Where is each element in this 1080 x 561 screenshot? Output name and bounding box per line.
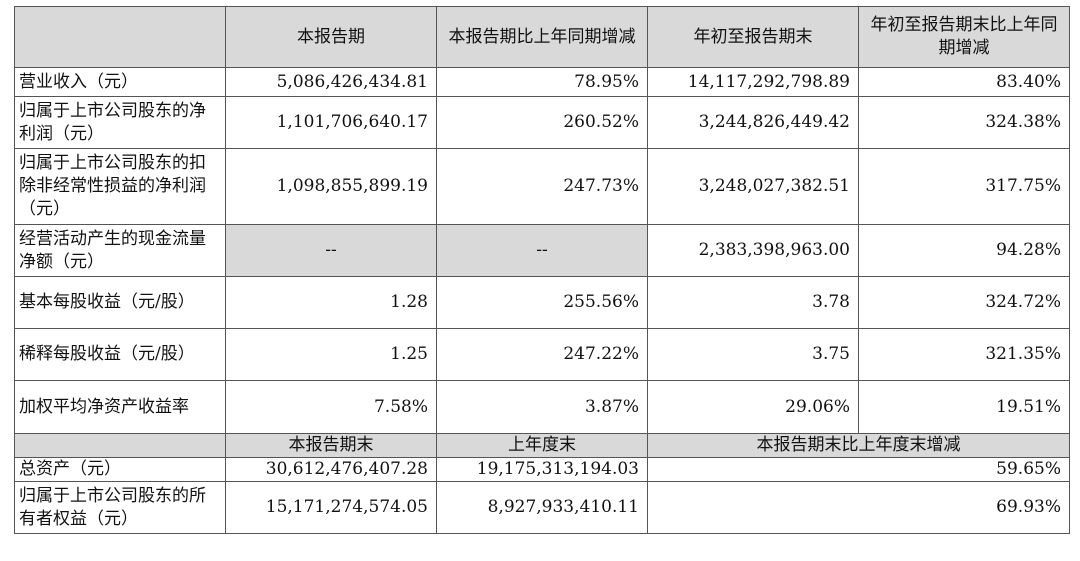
header-current-period: 本报告期 bbox=[225, 6, 437, 68]
cell-value: 14,117,292,798.89 bbox=[647, 67, 859, 97]
cell-value: -- bbox=[225, 224, 437, 277]
cell-value: 30,612,476,407.28 bbox=[225, 457, 437, 482]
cell-value: 3,244,826,449.42 bbox=[647, 96, 859, 149]
cell-value: 94.28% bbox=[858, 224, 1070, 277]
table-row: 加权平均净资产收益率 7.58% 3.87% 29.06% 19.51% bbox=[14, 380, 1070, 434]
cell-value: 29.06% bbox=[647, 380, 859, 434]
cell-value: 2,383,398,963.00 bbox=[647, 224, 859, 277]
row-label: 营业收入（元） bbox=[14, 67, 226, 97]
financial-table-container: 本报告期 本报告期比上年同期增减 年初至报告期末 年初至报告期末比上年同期增减 … bbox=[14, 6, 1070, 534]
table-row: 经营活动产生的现金流量净额（元） -- -- 2,383,398,963.00 … bbox=[14, 224, 1070, 277]
row-label: 经营活动产生的现金流量净额（元） bbox=[14, 224, 226, 277]
cell-value: 324.38% bbox=[858, 96, 1070, 149]
cell-value: 317.75% bbox=[858, 148, 1070, 225]
table-row: 基本每股收益（元/股） 1.28 255.56% 3.78 324.72% bbox=[14, 276, 1070, 329]
cell-value: 59.65% bbox=[647, 457, 1070, 482]
table-row: 营业收入（元） 5,086,426,434.81 78.95% 14,117,2… bbox=[14, 67, 1070, 97]
cell-value: 3.78 bbox=[647, 276, 859, 329]
cell-value: 69.93% bbox=[647, 481, 1070, 534]
cell-value: 3.75 bbox=[647, 328, 859, 381]
row-label: 归属于上市公司股东的净利润（元） bbox=[14, 96, 226, 149]
cell-value: 260.52% bbox=[436, 96, 648, 149]
cell-value: 78.95% bbox=[436, 67, 648, 97]
table-row: 归属于上市公司股东的净利润（元） 1,101,706,640.17 260.52… bbox=[14, 96, 1070, 149]
cell-value: 83.40% bbox=[858, 67, 1070, 97]
table-row: 归属于上市公司股东的所有者权益（元） 15,171,274,574.05 8,9… bbox=[14, 481, 1070, 534]
cell-value: 1.25 bbox=[225, 328, 437, 381]
row-label: 归属于上市公司股东的扣除非经常性损益的净利润（元） bbox=[14, 148, 226, 225]
header-ytd-change: 年初至报告期末比上年同期增减 bbox=[858, 6, 1070, 68]
cell-value: 3,248,027,382.51 bbox=[647, 148, 859, 225]
subheader-prior-year-end: 上年度末 bbox=[436, 433, 648, 458]
cell-value: 255.56% bbox=[436, 276, 648, 329]
cell-value: 247.73% bbox=[436, 148, 648, 225]
subheader-empty-cell bbox=[14, 433, 226, 458]
table-subheader-row: 本报告期末 上年度末 本报告期末比上年度末增减 bbox=[14, 433, 1070, 458]
header-ytd: 年初至报告期末 bbox=[647, 6, 859, 68]
row-label: 加权平均净资产收益率 bbox=[14, 380, 226, 434]
subheader-change: 本报告期末比上年度末增减 bbox=[647, 433, 1070, 458]
cell-value: 19.51% bbox=[858, 380, 1070, 434]
table-header-row: 本报告期 本报告期比上年同期增减 年初至报告期末 年初至报告期末比上年同期增减 bbox=[14, 6, 1070, 68]
cell-value: -- bbox=[436, 224, 648, 277]
row-label: 归属于上市公司股东的所有者权益（元） bbox=[14, 481, 226, 534]
subheader-period-end: 本报告期末 bbox=[225, 433, 437, 458]
cell-value: 1.28 bbox=[225, 276, 437, 329]
financial-summary-table: 本报告期 本报告期比上年同期增减 年初至报告期末 年初至报告期末比上年同期增减 … bbox=[14, 6, 1070, 534]
cell-value: 3.87% bbox=[436, 380, 648, 434]
cell-value: 7.58% bbox=[225, 380, 437, 434]
cell-value: 8,927,933,410.11 bbox=[436, 481, 648, 534]
cell-value: 1,101,706,640.17 bbox=[225, 96, 437, 149]
row-label: 总资产（元） bbox=[14, 457, 226, 482]
header-current-period-change: 本报告期比上年同期增减 bbox=[436, 6, 648, 68]
row-label: 稀释每股收益（元/股） bbox=[14, 328, 226, 381]
cell-value: 15,171,274,574.05 bbox=[225, 481, 437, 534]
cell-value: 1,098,855,899.19 bbox=[225, 148, 437, 225]
header-empty-cell bbox=[14, 6, 226, 68]
cell-value: 5,086,426,434.81 bbox=[225, 67, 437, 97]
cell-value: 321.35% bbox=[858, 328, 1070, 381]
cell-value: 324.72% bbox=[858, 276, 1070, 329]
row-label: 基本每股收益（元/股） bbox=[14, 276, 226, 329]
cell-value: 247.22% bbox=[436, 328, 648, 381]
table-row: 稀释每股收益（元/股） 1.25 247.22% 3.75 321.35% bbox=[14, 328, 1070, 381]
cell-value: 19,175,313,194.03 bbox=[436, 457, 648, 482]
table-row: 总资产（元） 30,612,476,407.28 19,175,313,194.… bbox=[14, 457, 1070, 482]
table-row: 归属于上市公司股东的扣除非经常性损益的净利润（元） 1,098,855,899.… bbox=[14, 148, 1070, 225]
